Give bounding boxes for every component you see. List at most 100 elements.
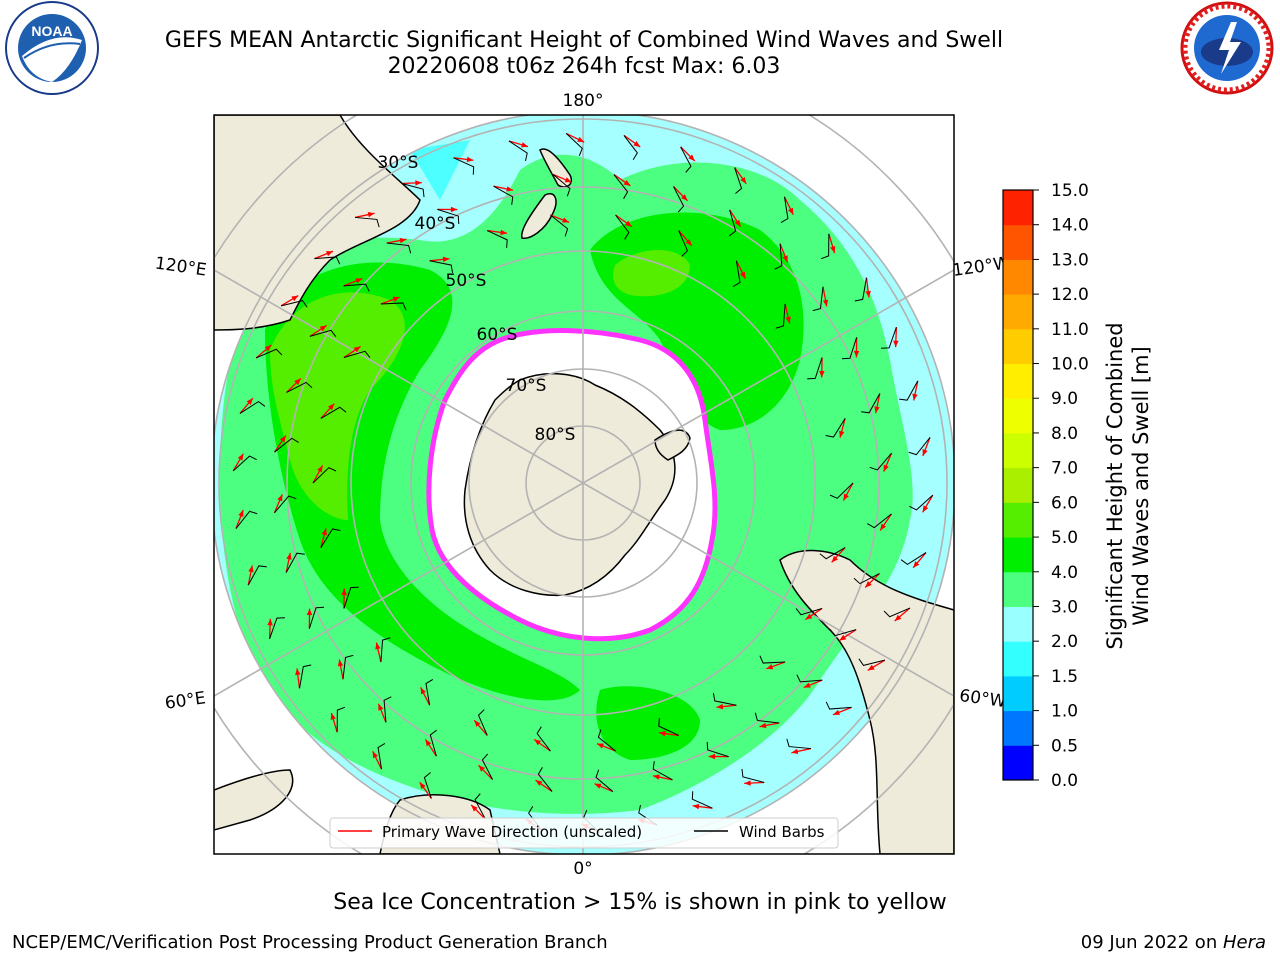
wave-arrow-head [692,803,700,810]
wind-barb [336,706,346,733]
wind-barb [883,607,911,618]
wind-barb [423,772,432,799]
wave-arrow-head [500,229,508,236]
map-frame [213,114,955,855]
wind-barb [269,617,285,639]
wind-barb [481,753,493,780]
wind-barb [680,146,692,173]
wave-arrow-head [291,295,299,302]
wind-barb [786,738,812,750]
sea-ice-caption: Sea Ice Concentration > 15% is shown in … [333,890,947,915]
colorbar-swatch [1003,710,1033,746]
lat-label-50s: 50°S [446,271,487,291]
wind-barb [861,393,881,414]
wind-barb [899,380,919,401]
wave-arrow-head [623,179,631,186]
wind-barb [678,230,689,257]
wind-barb [281,300,308,308]
wave-arrow-head [716,703,724,710]
wave-arrow-head [306,608,313,616]
wave-arrow-head [450,206,458,213]
wave-arrow-head [471,805,478,812]
wave-arrow-head [685,239,692,246]
wind-barb [386,242,412,254]
wind-barb [285,552,305,573]
wind-barb [867,513,892,529]
wind-barb [812,286,824,312]
wave-arrow-head [893,340,899,348]
wave-arrow-head [913,561,920,568]
wave-arrow-head [658,730,666,737]
wave-arrow-head [353,346,361,353]
lat-label-70s: 70°S [506,376,547,396]
colorbar-tick-label: 8.0 [1051,424,1078,444]
wind-barb [552,174,571,197]
wave-arrow-head [375,642,381,650]
wind-barb [487,230,508,248]
wave-arrow-head [321,528,327,536]
wave-arrow-head [708,753,716,760]
wave-arrow-head [535,780,543,787]
wave-arrow-head [237,453,244,461]
colorbar-tick-label: 2.0 [1051,632,1078,652]
wave-arrow-head [534,739,542,746]
colorbar-tick-label: 1.0 [1051,702,1078,722]
lat-label-40s: 40°S [415,214,456,234]
colorbar-swatch [1003,675,1033,712]
wind-barb [320,406,347,419]
lon-label-left-lower: 60°E [164,688,207,713]
colorbar-tick-label: 11.0 [1051,320,1089,340]
wind-barb [536,726,551,752]
colorbar-swatch [1003,432,1033,469]
south-america [779,549,954,854]
colorbar-swatch [1003,606,1033,642]
wind-barb [232,455,257,472]
wind-barb [255,348,283,359]
wave-arrow-head [596,743,604,749]
wind-barb [493,185,514,205]
wave-arrow-head [294,378,301,385]
africa [214,769,294,831]
lon-label-right-lower: 60°W [958,686,1007,712]
wind-barb [854,277,867,302]
colorbar-tick-label: 14.0 [1051,216,1089,236]
wave-arrow-head [367,211,375,218]
wind-barb [274,495,297,514]
wind-barb [429,729,438,757]
wave-arrow-head [894,614,902,622]
wave-arrow-head [782,255,788,263]
wind-barb [795,607,823,616]
wind-barb [401,183,425,198]
lat-label-60s: 60°S [477,325,518,345]
new-zealand-north [539,148,572,188]
lon-label-bottom: 0° [573,859,592,879]
wave-arrow-head [327,403,335,411]
wind-barb [247,565,267,586]
wave-arrow-head [372,751,378,759]
wave-arrow-head [883,464,889,472]
wave-arrow-head [791,748,799,755]
colorbar-tick-label: 3.0 [1051,597,1078,617]
wind-barb [477,709,488,736]
wind-barb [881,327,897,349]
colorbar-swatch [1003,363,1033,399]
wave-arrow-head [805,613,813,620]
colorbar-swatch [1003,502,1033,538]
wind-barb [732,260,741,288]
colorbar-tick-label: 0.5 [1051,736,1078,756]
nws-logo [1180,1,1274,95]
wave-arrow-head [399,237,407,244]
colorbar-swatch [1003,571,1033,607]
colorbar-swatch [1003,190,1033,226]
chart-title: GEFS MEAN Antarctic Significant Height o… [164,28,1004,53]
wave-arrow-head [248,565,254,573]
colorbar-tick-label: 10.0 [1051,355,1089,375]
legend-barb-label: Wind Barbs [739,823,825,841]
colorbar-swatch [1003,641,1033,677]
wind-barb [308,606,325,629]
wind-barb [508,140,528,162]
wind-barb [474,793,486,820]
wind-barb [728,209,737,237]
wave-arrow-head [474,720,481,727]
wave-arrow-head [624,220,632,227]
